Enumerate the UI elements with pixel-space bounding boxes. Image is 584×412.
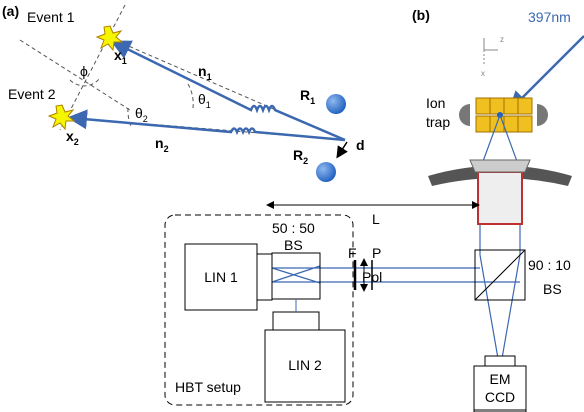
sym: θ xyxy=(135,105,143,121)
sub: 2 xyxy=(74,137,79,147)
camera-top xyxy=(485,356,515,366)
figure: (a) Event 1 x1 Event 2 x2 ϕ θ1 θ2 n1 n2 … xyxy=(0,0,584,412)
sub: 2 xyxy=(303,156,308,166)
objective xyxy=(470,160,530,172)
sym: R xyxy=(293,147,303,163)
ion-trap: trap xyxy=(426,114,450,130)
bs-ratio: 90 : 10 xyxy=(528,257,571,273)
event-label: Event 1 xyxy=(27,9,75,25)
n2: n2 xyxy=(155,135,169,154)
bs-label: BS xyxy=(284,237,303,253)
ion xyxy=(326,94,346,114)
sub: 1 xyxy=(122,56,127,66)
sub: 1 xyxy=(310,96,315,106)
x2-label: x2 xyxy=(66,128,79,147)
sym: R xyxy=(300,87,310,103)
sub: 1 xyxy=(206,100,211,110)
theta2: θ2 xyxy=(135,105,148,124)
axis: x xyxy=(481,69,485,78)
theta1: θ1 xyxy=(198,91,211,110)
ion xyxy=(316,162,336,182)
ion-trap: Ion xyxy=(426,95,445,111)
camera-label: CCD xyxy=(485,389,515,405)
event-label: Event 2 xyxy=(8,86,56,102)
d: d xyxy=(356,137,365,153)
sym: θ xyxy=(198,91,206,107)
r1: R1 xyxy=(300,87,315,106)
axes-icon xyxy=(484,38,498,66)
n1: n1 xyxy=(198,63,212,82)
sym: n xyxy=(198,63,207,79)
phi: ϕ xyxy=(80,63,88,79)
distance-label: L xyxy=(372,211,380,227)
objective-lens xyxy=(478,172,522,224)
bs-label: BS xyxy=(543,281,562,297)
laser-label: 397nm xyxy=(528,9,571,25)
trap-electrode xyxy=(537,104,548,126)
sub: 2 xyxy=(143,114,148,124)
sym: x xyxy=(66,128,74,144)
detector-label: LIN 1 xyxy=(204,269,238,285)
sub: 2 xyxy=(164,144,169,154)
polarizer-label: P xyxy=(372,245,381,261)
camera-label: EM xyxy=(490,371,511,387)
filter-label: F xyxy=(348,245,357,261)
event-star xyxy=(49,105,74,129)
detector-label: LIN 2 xyxy=(288,357,322,373)
axis: z xyxy=(500,35,504,44)
detector-lens xyxy=(273,312,319,330)
x1-label: x1 xyxy=(114,47,127,66)
laser xyxy=(512,36,584,108)
sym: n xyxy=(155,135,164,151)
r2: R2 xyxy=(293,147,308,166)
pol-label: Pol xyxy=(362,269,382,285)
bs-diagonal xyxy=(475,250,525,300)
panel-label: (b) xyxy=(412,7,430,23)
detector-lens xyxy=(257,254,272,300)
bs-ratio: 50 : 50 xyxy=(272,220,315,236)
trap-electrode xyxy=(459,104,470,126)
sub: 1 xyxy=(207,72,212,82)
d-arrow xyxy=(338,142,347,156)
hbt-label: HBT setup xyxy=(175,379,241,395)
panel-label: (a) xyxy=(2,3,19,19)
sym: x xyxy=(114,47,122,63)
